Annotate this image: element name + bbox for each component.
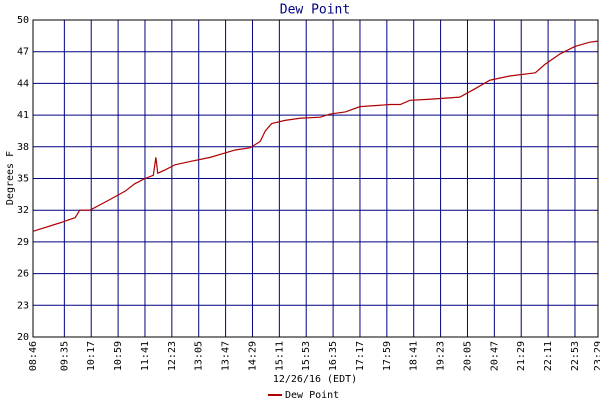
x-tick-label: 15:11 xyxy=(274,341,285,371)
y-tick-label: 26 xyxy=(17,269,29,280)
data-line xyxy=(32,40,599,232)
y-tick-label: 35 xyxy=(17,174,29,185)
x-tick-label: 09:35 xyxy=(59,341,70,371)
y-tick-label: 41 xyxy=(17,110,29,121)
x-tick-label: 15:53 xyxy=(301,341,312,371)
y-tick-label: 44 xyxy=(17,78,29,89)
x-tick-label: 18:41 xyxy=(409,341,420,371)
y-axis-label: Degrees F xyxy=(5,151,16,205)
x-tick-label: 22:53 xyxy=(570,341,581,371)
x-tick-label: 13:05 xyxy=(194,341,205,371)
x-tick-label: 21:29 xyxy=(516,341,527,371)
x-tick-label: 11:41 xyxy=(140,341,151,371)
y-tick-label: 29 xyxy=(17,237,29,248)
x-tick-label: 10:17 xyxy=(86,341,97,371)
y-tick-label: 38 xyxy=(17,142,29,153)
x-tick-label: 08:46 xyxy=(28,341,39,371)
x-tick-label: 14:29 xyxy=(247,341,258,371)
y-tick-label: 23 xyxy=(17,300,29,311)
legend-label: Dew Point xyxy=(285,390,339,400)
x-tick-label: 22:11 xyxy=(543,341,554,371)
y-tick-label: 50 xyxy=(17,15,29,26)
y-tick-label: 20 xyxy=(17,332,29,343)
plot-border xyxy=(32,19,599,338)
x-tick-label: 23:29 xyxy=(593,341,600,371)
x-tick-label: 20:05 xyxy=(462,341,473,371)
x-tick-label: 19:23 xyxy=(436,341,447,371)
x-tick-label: 16:35 xyxy=(328,341,339,371)
y-tick-label: 32 xyxy=(17,205,29,216)
y-tick-label: 47 xyxy=(17,47,29,58)
x-tick-label: 13:47 xyxy=(221,341,232,371)
chart-title: Dew Point xyxy=(280,3,350,18)
x-tick-label: 20:47 xyxy=(489,341,500,371)
x-tick-label: 12:23 xyxy=(167,341,178,371)
x-tick-label: 17:17 xyxy=(355,341,366,371)
x-tick-label: 17:59 xyxy=(382,341,393,371)
x-tick-label: 10:59 xyxy=(113,341,124,371)
x-axis-label: 12/26/16 (EDT) xyxy=(273,374,357,385)
